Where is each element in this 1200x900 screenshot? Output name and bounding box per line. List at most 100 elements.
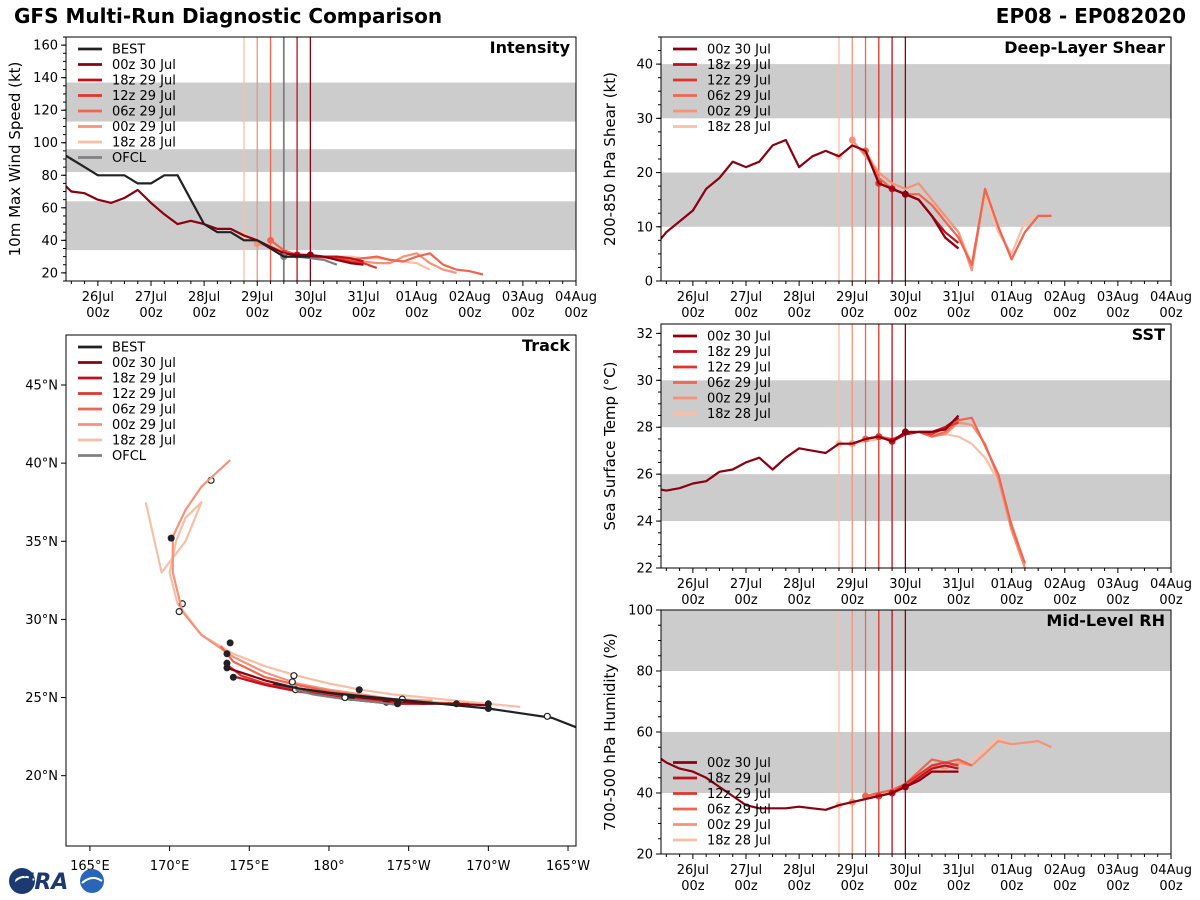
intensity-ytick-label: 140 (33, 71, 58, 86)
sst-xtick-hour: 00z (894, 593, 918, 608)
sst-xtick-hour: 00z (681, 593, 705, 608)
intensity-ytick-label: 60 (41, 201, 58, 216)
sst-xtick-hour: 00z (1053, 593, 1077, 608)
rh-ytick-label: 80 (636, 665, 653, 680)
shear-legend-label-00z-30-jul: 00z 30 Jul (707, 43, 771, 58)
shear-xtick-hour: 00z (1000, 306, 1024, 321)
track-xtick-label: 165°W (546, 859, 590, 874)
sst-frame (660, 323, 1172, 569)
shear-ytick-label: 0 (645, 275, 653, 290)
shear-xtick-hour: 00z (947, 306, 971, 321)
rh-xtick-date: 01Aug (991, 863, 1033, 878)
track-xtick-label: 170°E (150, 859, 190, 874)
panel-track: 20°N 25°N 30°N 35°N 40°N 45°N 165°E 170°E 175°E 1… (25, 334, 590, 874)
sst-ytick-label: 32 (636, 327, 653, 342)
track-series-18z-28-jul (144, 501, 521, 708)
track-position-dot-18z-29-jul-0 (229, 673, 237, 681)
sst-ytick-label: 28 (636, 421, 653, 436)
intensity-ylabel: 10m Max Wind Speed (kt) (6, 62, 24, 257)
shear-marker-00z-29-jul (848, 136, 856, 144)
sst-xtick-date: 30Jul (889, 577, 921, 592)
rh-xtick-date: 27Jul (730, 863, 762, 878)
intensity-legend-label-18z-28-jul: 18z 28 Jul (112, 136, 176, 151)
intensity-band-2 (66, 82, 576, 122)
rh-xtick-hour: 00z (787, 879, 811, 894)
track-position-dot-best-0 (484, 704, 492, 712)
intensity-xtick-hour: 00z (139, 306, 163, 321)
intensity-xtick-hour: 00z (86, 306, 110, 321)
rh-xtick-hour: 00z (1053, 879, 1077, 894)
sst-xtick-date: 02Aug (1044, 577, 1086, 592)
track-position-dot-00z-30-jul-1 (223, 664, 231, 672)
shear-xtick-hour: 00z (681, 306, 705, 321)
intensity-xtick-hour: 00z (352, 306, 376, 321)
intensity-legend-label-18z-29-jul: 18z 29 Jul (112, 74, 176, 89)
intensity-band-0 (66, 201, 576, 251)
track-xtick-label: 175°W (387, 859, 431, 874)
rh-xtick-hour: 00z (1000, 879, 1024, 894)
sst-marker-00z-30-jul (901, 428, 909, 436)
intensity-ytick-label: 40 (41, 234, 58, 249)
sst-legend-label-00z-29-jul: 00z 29 Jul (707, 392, 771, 407)
track-ytick-label: 30°N (25, 613, 58, 628)
track-xtick-label: 175°E (230, 859, 270, 874)
intensity-xtick-date: 28Jul (188, 290, 220, 305)
intensity-xtick-hour: 00z (564, 306, 588, 321)
sst-xtick-date: 31Jul (942, 577, 974, 592)
cira-logo-icon: CIRA (9, 868, 104, 895)
intensity-ytick-label: 100 (33, 136, 58, 151)
intensity-ytick-label: 80 (41, 169, 58, 184)
track-position-dot-00z-29-jul-1 (226, 639, 234, 647)
sst-xtick-hour: 00z (1106, 593, 1130, 608)
track-position-dot-ofcl-0 (394, 700, 401, 708)
sst-xtick-hour: 00z (947, 593, 971, 608)
intensity-xtick-hour: 00z (299, 306, 323, 321)
track-position-open-00z-30-jul-1 (288, 678, 296, 686)
rh-xtick-hour: 00z (1106, 879, 1130, 894)
sst-ytick-label: 30 (636, 374, 653, 389)
shear-xtick-hour: 00z (1053, 306, 1077, 321)
track-position-dot-18z-29-jul-1 (355, 686, 363, 694)
intensity-ytick-label: 160 (33, 39, 58, 54)
intensity-legend-label-12z-29-jul: 12z 29 Jul (112, 89, 176, 104)
sst-xtick-date: 01Aug (991, 577, 1033, 592)
sst-legend-label-18z-28-jul: 18z 28 Jul (707, 407, 771, 422)
shear-band-1 (661, 64, 1171, 119)
rh-xtick-date: 30Jul (889, 863, 921, 878)
rh-xtick-hour: 00z (894, 879, 918, 894)
track-ytick-label: 25°N (25, 691, 58, 706)
sst-legend-label-12z-29-jul: 12z 29 Jul (707, 361, 771, 376)
shear-xtick-hour: 00z (1106, 306, 1130, 321)
sst-band-1 (661, 380, 1171, 428)
rh-legend-label-00z-29-jul: 00z 29 Jul (707, 818, 771, 833)
sst-xtick-date: 26Jul (677, 577, 709, 592)
track-ytick-label: 20°N (25, 769, 58, 784)
rh-legend-label-12z-29-jul: 12z 29 Jul (707, 787, 771, 802)
intensity-xtick-hour: 00z (458, 306, 482, 321)
sst-xtick-hour: 00z (787, 593, 811, 608)
intensity-ytick-label: 20 (41, 266, 58, 281)
track-title: Track (522, 336, 570, 355)
shear-legend-label-18z-29-jul: 18z 29 Jul (707, 58, 771, 73)
intensity-xtick-hour: 00z (511, 306, 535, 321)
intensity-xtick-date: 26Jul (82, 290, 114, 305)
rh-xtick-date: 26Jul (677, 863, 709, 878)
shear-xtick-hour: 00z (894, 306, 918, 321)
shear-xtick-date: 27Jul (730, 290, 762, 305)
intensity-xtick-date: 04Aug (555, 290, 597, 305)
track-plot-area (144, 459, 576, 729)
sst-legend-label-00z-30-jul: 00z 30 Jul (707, 330, 771, 345)
track-legend-label-06z-29-jul: 06z 29 Jul (112, 403, 176, 418)
intensity-xtick-hour: 00z (246, 306, 270, 321)
rh-xtick-hour: 00z (681, 879, 705, 894)
track-legend-label-00z-29-jul: 00z 29 Jul (112, 418, 176, 433)
track-legend-label-18z-28-jul: 18z 28 Jul (112, 434, 176, 449)
track-position-open-18z-28-jul-0 (290, 672, 298, 680)
track-ytick-label: 40°N (25, 457, 58, 472)
rh-series-06z-29-jul (865, 758, 973, 798)
rh-xtick-date: 02Aug (1044, 863, 1086, 878)
rh-xtick-date: 28Jul (783, 863, 815, 878)
rh-xtick-date: 29Jul (836, 863, 868, 878)
